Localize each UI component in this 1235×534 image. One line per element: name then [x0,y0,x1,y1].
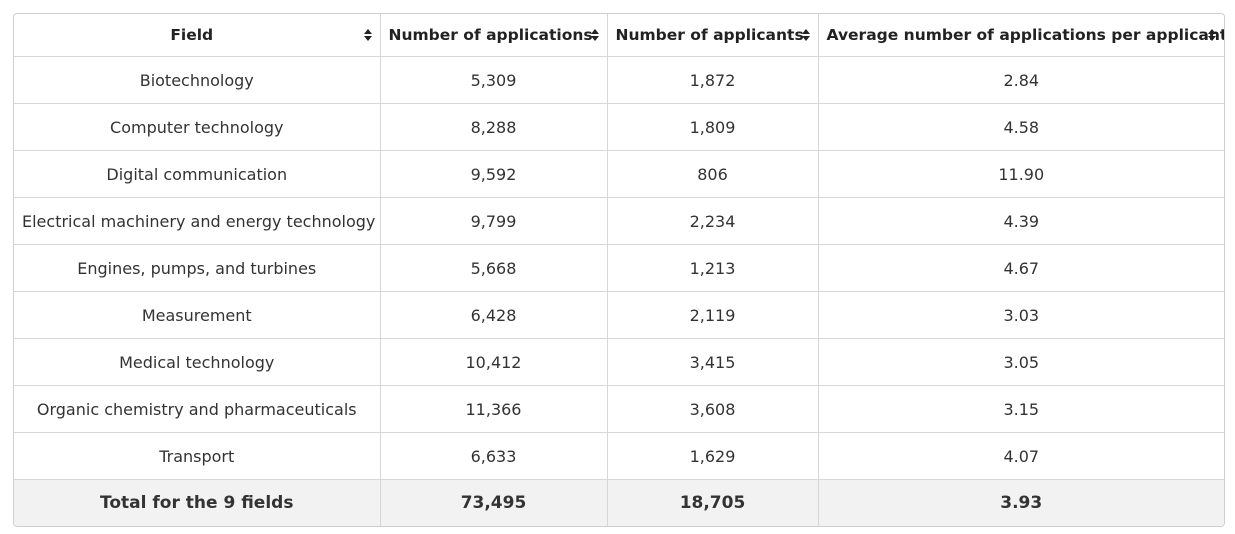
header-number-of-applicants[interactable]: Number of applicants [607,14,819,57]
total-label: Total for the 9 fields [14,479,381,526]
cell-average: 3.15 [818,385,1224,433]
header-label: Number of applications [388,26,593,44]
cell-applications: 5,309 [380,56,608,104]
cell-field: Computer technology [14,103,381,151]
cell-applications: 11,366 [380,385,608,433]
cell-field: Engines, pumps, and turbines [14,244,381,292]
cell-field: Biotechnology [14,56,381,104]
cell-applicants: 2,234 [607,197,819,245]
sort-updown-icon[interactable] [363,29,372,41]
cell-applicants: 1,809 [607,103,819,151]
total-average: 3.93 [818,479,1224,526]
cell-applications: 6,428 [380,291,608,339]
cell-applications: 9,799 [380,197,608,245]
data-table-container: Field Number of applications Number of a… [13,13,1225,527]
header-label: Average number of applications per appli… [826,26,1225,44]
cell-applicants: 806 [607,150,819,198]
cell-applicants: 1,872 [607,56,819,104]
cell-applicants: 3,415 [607,338,819,386]
cell-average: 3.05 [818,338,1224,386]
table-row: Digital communication 9,592 806 11.90 [14,150,1224,198]
table-row: Measurement 6,428 2,119 3.03 [14,291,1224,339]
header-label: Field [170,26,214,44]
cell-applicants: 3,608 [607,385,819,433]
cell-applicants: 1,629 [607,432,819,480]
sort-updown-icon[interactable] [590,29,599,41]
cell-average: 11.90 [818,150,1224,198]
table-row: Organic chemistry and pharmaceuticals 11… [14,385,1224,433]
cell-field: Electrical machinery and energy technolo… [14,197,381,245]
cell-field: Digital communication [14,150,381,198]
cell-applications: 8,288 [380,103,608,151]
total-applications: 73,495 [380,479,608,526]
cell-field: Medical technology [14,338,381,386]
table-header-row: Field Number of applications Number of a… [14,14,1224,57]
cell-applications: 10,412 [380,338,608,386]
total-row: Total for the 9 fields 73,495 18,705 3.9… [14,479,1224,526]
total-applicants: 18,705 [607,479,819,526]
header-average-applications-per-applicant[interactable]: Average number of applications per appli… [818,14,1224,57]
cell-applicants: 2,119 [607,291,819,339]
cell-field: Measurement [14,291,381,339]
cell-average: 4.58 [818,103,1224,151]
table-row: Medical technology 10,412 3,415 3.05 [14,338,1224,386]
cell-average: 2.84 [818,56,1224,104]
cell-average: 4.39 [818,197,1224,245]
cell-average: 4.67 [818,244,1224,292]
cell-field: Transport [14,432,381,480]
table-row: Computer technology 8,288 1,809 4.58 [14,103,1224,151]
sort-updown-icon[interactable] [1208,29,1216,41]
patent-applications-table: Field Number of applications Number of a… [14,14,1224,526]
table-row: Engines, pumps, and turbines 5,668 1,213… [14,244,1224,292]
cell-field: Organic chemistry and pharmaceuticals [14,385,381,433]
cell-applications: 5,668 [380,244,608,292]
table-row: Biotechnology 5,309 1,872 2.84 [14,56,1224,104]
table-row: Transport 6,633 1,629 4.07 [14,432,1224,480]
header-field[interactable]: Field [14,14,381,57]
cell-average: 3.03 [818,291,1224,339]
cell-applications: 9,592 [380,150,608,198]
cell-applications: 6,633 [380,432,608,480]
cell-average: 4.07 [818,432,1224,480]
header-number-of-applications[interactable]: Number of applications [380,14,608,57]
table-row: Electrical machinery and energy technolo… [14,197,1224,245]
sort-updown-icon[interactable] [801,29,810,41]
cell-applicants: 1,213 [607,244,819,292]
header-label: Number of applicants [615,26,804,44]
